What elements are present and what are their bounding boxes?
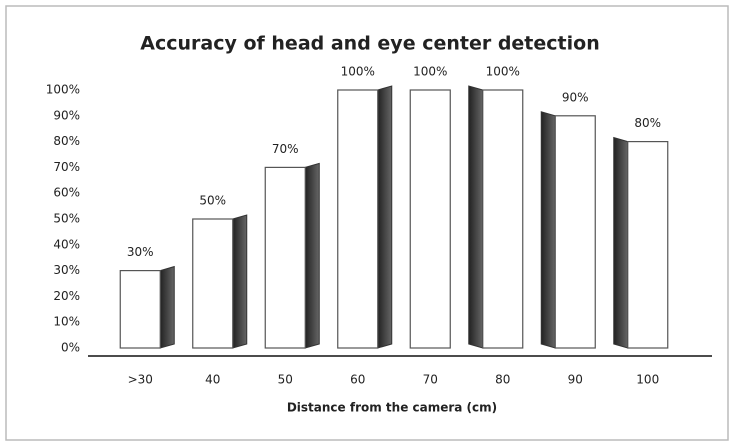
chart-title: Accuracy of head and eye center detectio… (140, 33, 599, 55)
y-tick-label: 10% (53, 315, 80, 329)
bar (192, 218, 234, 349)
x-tick-label: 100 (636, 373, 659, 387)
x-tick-label: 80 (495, 373, 510, 387)
x-tick-label: >30 (128, 373, 153, 387)
y-tick-label: 90% (53, 108, 80, 122)
x-axis-label: Distance from the camera (cm) (287, 401, 497, 415)
y-tick-label: 50% (53, 212, 80, 226)
bar-side (613, 136, 629, 349)
bar (119, 270, 161, 349)
bar (337, 89, 379, 349)
value-label: 100% (341, 65, 375, 79)
bar-side (468, 85, 484, 349)
y-tick-label: 100% (46, 83, 80, 97)
bar (264, 166, 306, 349)
bar-side (304, 162, 320, 349)
y-tick-label: 80% (53, 134, 80, 148)
value-label: 100% (413, 65, 447, 79)
y-tick-label: 30% (53, 263, 80, 277)
x-tick-label: 50 (278, 373, 293, 387)
x-tick-label: 90 (568, 373, 583, 387)
bar-side (159, 265, 175, 349)
y-tick-label: 40% (53, 237, 80, 251)
value-label: 90% (562, 90, 589, 104)
y-tick-label: 60% (53, 186, 80, 200)
bar (409, 89, 451, 349)
bar-side (377, 85, 393, 349)
bar (554, 115, 596, 349)
x-tick-label: 40 (205, 373, 220, 387)
bar-side (540, 111, 556, 349)
y-tick-label: 0% (61, 341, 80, 355)
value-label: 70% (272, 142, 299, 156)
value-label: 30% (127, 245, 154, 259)
value-label: 50% (199, 194, 226, 208)
bar-side (232, 214, 248, 349)
bar (482, 89, 524, 349)
y-tick-label: 70% (53, 160, 80, 174)
x-tick-label: 60 (350, 373, 365, 387)
value-label: 100% (486, 65, 520, 79)
value-label: 80% (634, 116, 661, 130)
y-tick-label: 20% (53, 289, 80, 303)
x-tick-label: 70 (423, 373, 438, 387)
bar (627, 141, 669, 349)
